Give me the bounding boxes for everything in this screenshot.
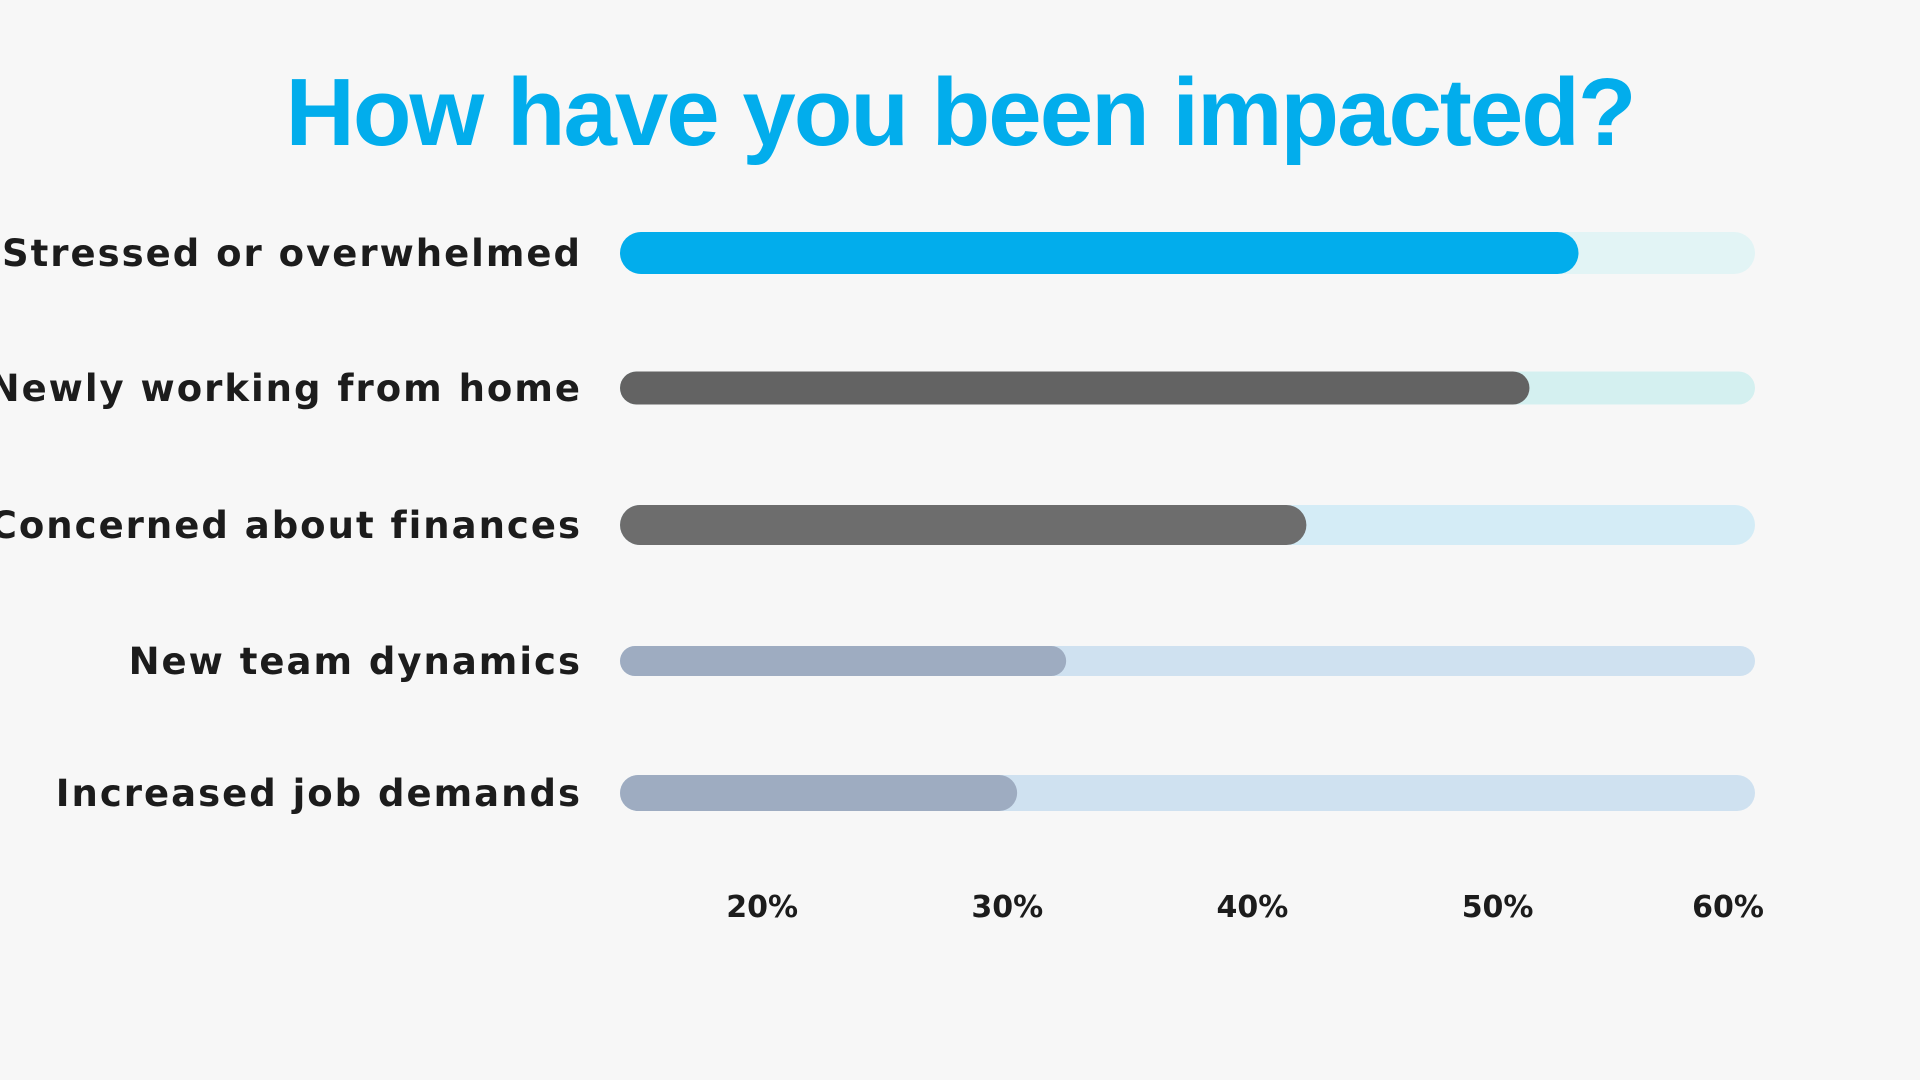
category-label: Increased job demands bbox=[56, 772, 582, 815]
category-label: Stressed or overwhelmed bbox=[2, 232, 582, 275]
bar-row: Increased job demands bbox=[56, 772, 1755, 815]
x-tick-label: 20% bbox=[726, 890, 798, 925]
bar-row: New team dynamics bbox=[129, 640, 1755, 683]
x-tick-label: 40% bbox=[1217, 890, 1289, 925]
x-axis-ticks: 20% 30% 40% 50% 60% bbox=[726, 890, 1764, 925]
bar bbox=[620, 232, 1579, 274]
bar-row: Concerned about finances bbox=[0, 504, 1755, 547]
category-label: New team dynamics bbox=[129, 640, 582, 683]
category-label: Concerned about finances bbox=[0, 504, 582, 547]
bar-row: Stressed or overwhelmed bbox=[2, 232, 1755, 275]
bar bbox=[620, 371, 1530, 405]
chart-title: How have you been impacted? bbox=[285, 59, 1637, 166]
bar bbox=[620, 646, 1067, 676]
category-label: Newly working from home bbox=[0, 367, 582, 410]
x-tick-label: 30% bbox=[971, 890, 1043, 925]
bar-rows: Stressed or overwhelmed Newly working fro… bbox=[0, 232, 1755, 815]
bar bbox=[620, 505, 1307, 545]
bar-row: Newly working from home bbox=[0, 367, 1755, 410]
bar bbox=[620, 775, 1018, 811]
x-tick-label: 50% bbox=[1462, 890, 1534, 925]
x-tick-label: 60% bbox=[1692, 890, 1764, 925]
